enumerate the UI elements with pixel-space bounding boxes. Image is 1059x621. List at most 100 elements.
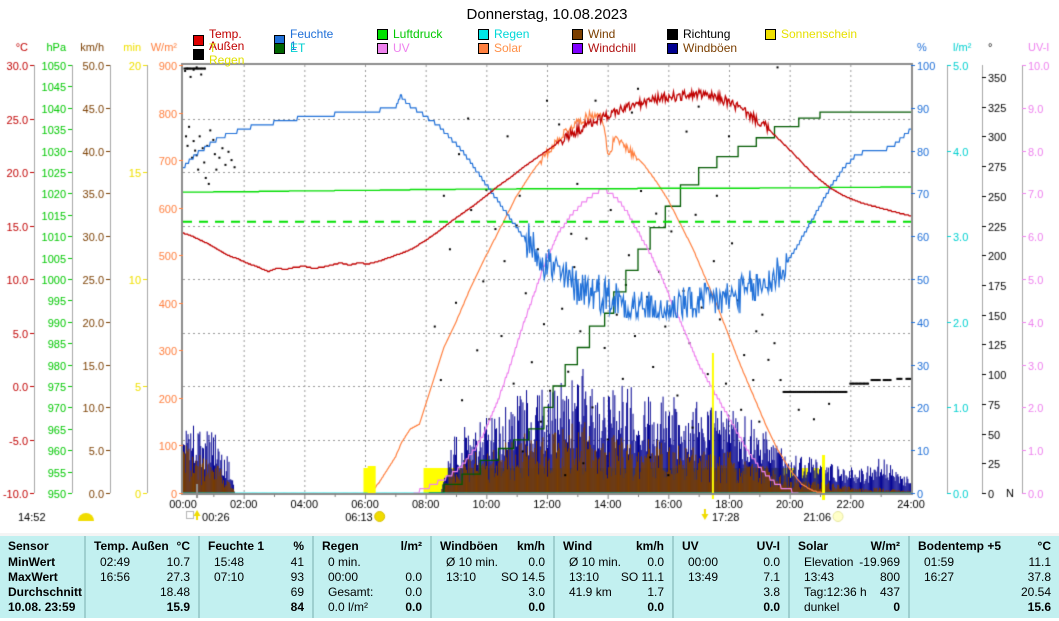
summary-col-unit: km/h bbox=[635, 539, 664, 553]
summary-row: 15.9 bbox=[86, 600, 198, 615]
summary-row: 07:10 93 bbox=[200, 570, 312, 585]
summary-row: 02:49 10.7 bbox=[86, 555, 198, 570]
summary-row-value: 437 bbox=[879, 585, 900, 599]
summary-col-unit: °C bbox=[1037, 539, 1051, 553]
legend-label: Temp. Außen bbox=[209, 27, 245, 53]
legend-label: Feuchte 1 bbox=[290, 27, 334, 53]
summary-row-value: 0.0 bbox=[528, 555, 545, 569]
summary-row-label: Gesamt: bbox=[328, 585, 374, 599]
summary-row-value: 800 bbox=[879, 570, 900, 584]
legend-label: Luftdruck bbox=[393, 27, 443, 41]
summary-row-value: 0.0 bbox=[647, 555, 664, 569]
summary-col-solar: Solar W/m² Elevation -19.969 13:43 800 Tag:12:… bbox=[788, 536, 908, 618]
summary-row-label: 15:48 bbox=[214, 555, 245, 569]
summary-row: 01:59 11.1 bbox=[910, 555, 1059, 570]
summary-row-value: 0.0 bbox=[763, 600, 780, 614]
legend-item-et: ET bbox=[274, 42, 305, 54]
legend-swatch-icon bbox=[667, 42, 678, 54]
summary-row: MaxWert bbox=[0, 570, 84, 585]
weather-chart-canvas bbox=[0, 0, 1059, 533]
summary-col-name: Bodentemp +5 bbox=[918, 539, 1002, 553]
summary-col-name: Regen bbox=[322, 539, 359, 553]
summary-col-header: Solar W/m² bbox=[790, 536, 908, 555]
summary-col-name: Sensor bbox=[8, 539, 49, 553]
summary-col-name: Wind bbox=[563, 539, 593, 553]
summary-row-label: 16:56 bbox=[100, 570, 131, 584]
legend-swatch-icon bbox=[193, 48, 204, 60]
summary-row: 0.0 bbox=[674, 600, 788, 615]
summary-row-value: 0.0 bbox=[528, 600, 545, 614]
summary-row-value: 10.7 bbox=[166, 555, 190, 569]
summary-row-value: 41 bbox=[290, 555, 304, 569]
legend-swatch-icon bbox=[667, 28, 678, 40]
summary-row-label: Elevation bbox=[804, 555, 854, 569]
summary-row-value: 27.3 bbox=[166, 570, 190, 584]
summary-row: 13:10 SO 14.5 bbox=[432, 570, 553, 585]
summary-row-label: Tag:12:36 h bbox=[804, 585, 867, 599]
summary-col-unit: W/m² bbox=[870, 539, 900, 553]
summary-row-label: MaxWert bbox=[8, 570, 58, 584]
summary-col-header: UV UV-I bbox=[674, 536, 788, 555]
summary-col-unit: l/m² bbox=[400, 539, 422, 553]
summary-row: 10.08. 23:59 bbox=[0, 600, 84, 615]
summary-row: 20.54 bbox=[910, 585, 1059, 600]
summary-row-label: 10.08. 23:59 bbox=[8, 600, 76, 614]
summary-col-unit: UV-I bbox=[756, 539, 780, 553]
summary-col-header: Temp. Außen °C bbox=[86, 536, 198, 555]
summary-row-value: 0.0 bbox=[763, 555, 780, 569]
summary-row: 00:00 0.0 bbox=[674, 555, 788, 570]
legend-label: T Regen bbox=[209, 41, 245, 67]
legend-item-wind: Wind bbox=[572, 28, 615, 40]
summary-row-label: Ø 10 min. bbox=[569, 555, 622, 569]
legend-item-windchill: Windchill bbox=[572, 42, 636, 54]
legend-item-regen: Regen bbox=[478, 28, 529, 40]
summary-col-unit: km/h bbox=[516, 539, 545, 553]
legend-item-uv: UV bbox=[377, 42, 410, 54]
summary-row-label: 13:43 bbox=[804, 570, 835, 584]
summary-col-bodentemp-5: Bodentemp +5 °C 01:59 11.1 16:27 37.8 20.54 15.… bbox=[908, 536, 1059, 618]
summary-row: 15.6 bbox=[910, 600, 1059, 615]
summary-row-label: Durchschnitt bbox=[8, 585, 83, 599]
legend-item-t-regen: T Regen bbox=[193, 42, 244, 66]
summary-row-label: MinWert bbox=[8, 555, 56, 569]
summary-row-value: 37.8 bbox=[1027, 570, 1051, 584]
legend-swatch-icon bbox=[193, 34, 204, 46]
legend-label: Regen bbox=[494, 27, 530, 41]
summary-row-label: 07:10 bbox=[214, 570, 245, 584]
legend-label: Sonnenschein bbox=[781, 27, 858, 41]
legend-swatch-icon bbox=[572, 28, 583, 40]
legend-label: Richtung bbox=[683, 27, 731, 41]
legend-swatch-icon bbox=[572, 42, 583, 54]
legend-item-richtung: Richtung bbox=[667, 28, 730, 40]
legend-label: Wind bbox=[588, 27, 616, 41]
legend-swatch-icon bbox=[478, 42, 489, 54]
summary-row-label: 02:49 bbox=[100, 555, 131, 569]
summary-col-temp-au-en: Temp. Außen °C 02:49 10.7 16:56 27.3 18.48 15.9 bbox=[84, 536, 198, 618]
summary-row-label: 0.0 l/m² bbox=[328, 600, 369, 614]
summary-row-label: 13:10 bbox=[569, 570, 600, 584]
summary-row: 3.8 bbox=[674, 585, 788, 600]
summary-row: Ø 10 min. 0.0 bbox=[432, 555, 553, 570]
summary-row-label: 41.9 km bbox=[569, 585, 612, 599]
summary-row-value: 84 bbox=[290, 600, 304, 614]
summary-row-label: 00:00 bbox=[688, 555, 719, 569]
summary-col-header: Windböen km/h bbox=[432, 536, 553, 555]
summary-row: 84 bbox=[200, 600, 312, 615]
summary-row: Durchschnitt bbox=[0, 585, 84, 600]
summary-col-name: UV bbox=[682, 539, 699, 553]
summary-col-wind: Wind km/h Ø 10 min. 0.0 13:10 SO 11.1 41.9 km 1… bbox=[553, 536, 672, 618]
summary-row-value: 0.0 bbox=[647, 600, 664, 614]
summary-row: MinWert bbox=[0, 555, 84, 570]
summary-row-label: dunkel bbox=[804, 600, 840, 614]
summary-col-name: Windböen bbox=[440, 539, 498, 553]
summary-col-header: Feuchte 1% bbox=[200, 536, 312, 555]
summary-row-value: SO 14.5 bbox=[500, 570, 545, 584]
summary-row: 0.0 l/m² 0.0 bbox=[314, 600, 430, 615]
summary-col-feuchte-1: Feuchte 1% 15:48 41 07:10 93 69 84 bbox=[198, 536, 312, 618]
legend-swatch-icon bbox=[377, 28, 388, 40]
summary-row-value: 0.0 bbox=[405, 600, 422, 614]
legend-label: Windchill bbox=[588, 41, 637, 55]
summary-row: 00:00 0.0 bbox=[314, 570, 430, 585]
summary-row-label: 01:59 bbox=[924, 555, 955, 569]
